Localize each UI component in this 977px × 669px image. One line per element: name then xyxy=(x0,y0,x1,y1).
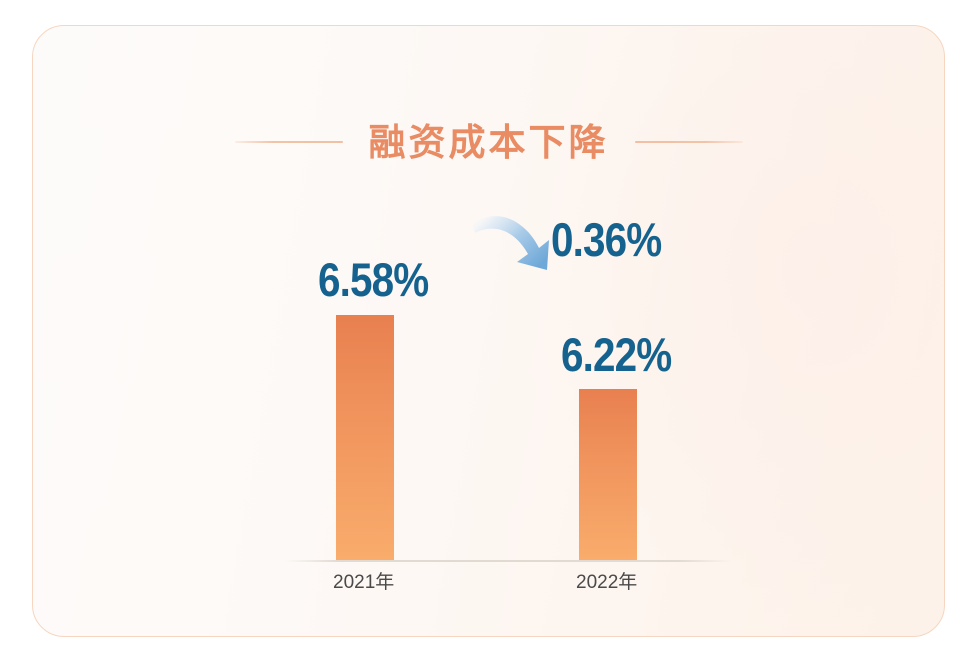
axis-label-2021: 2021年 xyxy=(333,572,395,593)
title-row: 融资成本下降 xyxy=(33,118,944,166)
curved-down-arrow-icon xyxy=(443,186,563,276)
title-rule-left-icon xyxy=(234,141,343,143)
bar-value-label-2021: 6.58% xyxy=(318,253,429,306)
bar-2022 xyxy=(579,389,637,560)
bar-value-label-2022: 6.22% xyxy=(561,328,672,381)
bar-2021 xyxy=(336,315,394,560)
page-title: 融资成本下降 xyxy=(368,121,609,163)
axis-baseline xyxy=(285,560,731,562)
title-rule-right-icon xyxy=(634,141,743,143)
infographic-card: 融资成本下降 0.36% 6.58% xyxy=(32,25,945,637)
chart-plot-area: 0.36% 6.58% 6.22% 2021年 2022年 xyxy=(33,26,944,636)
delta-value-label: 0.36% xyxy=(551,213,662,266)
axis-label-2022: 2022年 xyxy=(576,572,638,593)
